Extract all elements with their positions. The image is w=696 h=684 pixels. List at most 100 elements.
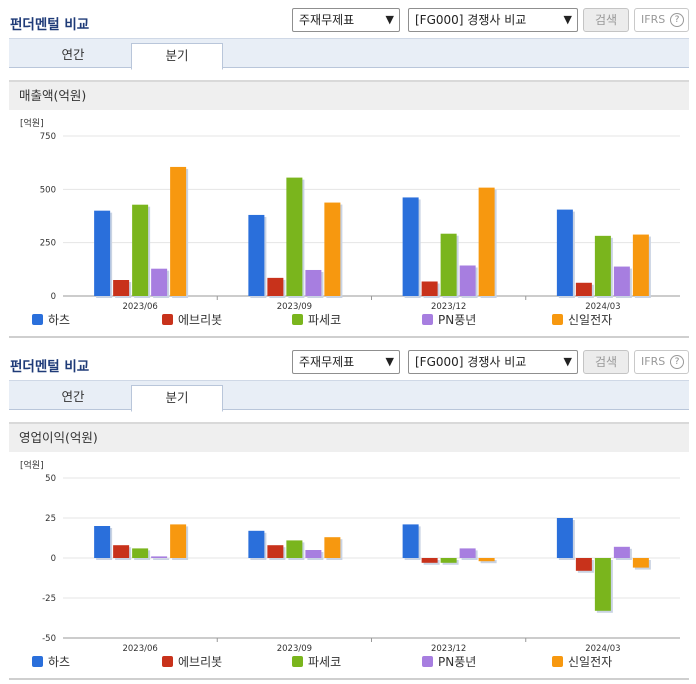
ifrs-button[interactable]: IFRS ? xyxy=(634,350,689,374)
bar-0 xyxy=(248,530,265,558)
bar-0 xyxy=(94,526,111,558)
metric-title: 매출액(억원) xyxy=(9,80,689,110)
legend-swatch xyxy=(32,314,43,325)
compare-group-select[interactable]: [FG000] 경쟁사 비교 ▼ xyxy=(408,350,578,374)
x-tick-label: 2023/12 xyxy=(431,302,466,310)
section-title: 펀더멘털 비교 xyxy=(10,17,90,33)
x-tick-label: 2023/09 xyxy=(277,644,312,652)
bar-4 xyxy=(632,234,649,296)
legend-swatch xyxy=(162,656,173,667)
y-tick-label: 750 xyxy=(40,132,56,142)
y-tick-label: 25 xyxy=(45,514,56,524)
bar-3 xyxy=(305,269,322,296)
legend-swatch xyxy=(162,314,173,325)
chevron-down-icon: ▼ xyxy=(563,13,572,26)
x-tick-label: 2023/06 xyxy=(122,302,157,310)
search-button[interactable]: 검색 xyxy=(583,8,629,32)
chevron-down-icon: ▼ xyxy=(563,355,572,368)
bar-1 xyxy=(575,282,592,296)
y-tick-label: 0 xyxy=(51,292,56,302)
bar-3 xyxy=(151,268,168,296)
y-axis-unit-label: [억원] xyxy=(20,117,44,129)
y-tick-label: -50 xyxy=(42,634,56,644)
statement-type-value: 주재무제표 xyxy=(299,355,355,369)
bar-1 xyxy=(575,558,592,571)
legend-label: 신일전자 xyxy=(568,313,613,327)
bar-1 xyxy=(113,545,130,558)
legend-swatch xyxy=(292,314,303,325)
bar-shadow xyxy=(480,560,497,564)
bar-1 xyxy=(113,280,130,296)
ifrs-label: IFRS xyxy=(641,13,666,26)
section-title: 펀더멘털 비교 xyxy=(10,359,90,375)
section-divider xyxy=(9,336,689,338)
bar-2 xyxy=(594,235,611,296)
bar-2 xyxy=(132,204,149,296)
question-circle-icon[interactable]: ? xyxy=(670,13,684,27)
ifrs-label: IFRS xyxy=(641,355,666,368)
operating-profit-bar-chart: [억원] -50 -25 0 25 50 2023/06 2023/09 2023/12 2024… xyxy=(20,459,680,652)
bar-shadow xyxy=(153,558,170,560)
search-button[interactable]: 검색 xyxy=(583,350,629,374)
x-tick-label: 2023/06 xyxy=(122,644,157,652)
legend-label: PN풍년 xyxy=(438,655,477,669)
question-circle-icon[interactable]: ? xyxy=(670,355,684,369)
legend-label: PN풍년 xyxy=(438,313,477,327)
x-tick-label: 2024/03 xyxy=(585,302,620,310)
legend-swatch xyxy=(552,314,563,325)
tab-annual[interactable]: 연간 xyxy=(61,389,85,404)
ifrs-button[interactable]: IFRS ? xyxy=(634,8,689,32)
bar-4 xyxy=(324,202,341,296)
compare-group-select[interactable]: [FG000] 경쟁사 비교 ▼ xyxy=(408,8,578,32)
legend-label: 에브리봇 xyxy=(178,313,223,327)
x-tick-label: 2024/03 xyxy=(585,644,620,652)
legend-label: 하츠 xyxy=(48,313,71,327)
bar-2 xyxy=(286,177,303,296)
statement-type-select[interactable]: 주재무제표 ▼ xyxy=(292,8,400,32)
compare-group-value: [FG000] 경쟁사 비교 xyxy=(415,355,527,369)
chevron-down-icon: ▼ xyxy=(385,355,394,368)
legend-label: 파세코 xyxy=(308,313,342,327)
bar-3 xyxy=(459,265,476,296)
period-tabs: 연간 분기 xyxy=(9,38,689,70)
bar-2 xyxy=(440,558,457,563)
chevron-down-icon: ▼ xyxy=(385,13,394,26)
bar-3 xyxy=(613,546,630,558)
legend-label: 하츠 xyxy=(48,655,71,669)
fundamental-section-revenue: 펀더멘털 비교 주재무제표 ▼ [FG000] 경쟁사 비교 ▼ 검색 IFRS… xyxy=(9,8,689,338)
compare-group-value: [FG000] 경쟁사 비교 xyxy=(415,13,527,27)
legend-swatch xyxy=(292,656,303,667)
legend-swatch xyxy=(422,314,433,325)
y-tick-label: 500 xyxy=(40,185,56,195)
tab-quarter[interactable]: 분기 xyxy=(131,43,223,70)
statement-type-value: 주재무제표 xyxy=(299,13,355,27)
bar-4 xyxy=(478,558,495,562)
bar-1 xyxy=(421,558,438,563)
bar-4 xyxy=(170,524,187,558)
bar-3 xyxy=(151,556,168,558)
bar-2 xyxy=(286,540,303,558)
tab-quarter[interactable]: 분기 xyxy=(131,385,223,412)
bar-0 xyxy=(94,210,111,296)
y-axis-unit-label: [억원] xyxy=(20,459,44,471)
statement-type-select[interactable]: 주재무제표 ▼ xyxy=(292,350,400,374)
bar-4 xyxy=(478,187,495,296)
legend-label: 파세코 xyxy=(308,655,342,669)
period-tabs: 연간 분기 xyxy=(9,380,689,412)
bar-4 xyxy=(632,558,649,568)
bar-0 xyxy=(402,197,419,296)
bar-1 xyxy=(267,545,284,558)
legend-swatch xyxy=(552,656,563,667)
x-tick-label: 2023/12 xyxy=(431,644,466,652)
bar-2 xyxy=(440,233,457,296)
bar-3 xyxy=(613,266,630,296)
bar-1 xyxy=(267,277,284,296)
y-tick-label: 50 xyxy=(45,474,56,484)
bar-0 xyxy=(402,524,419,558)
bar-2 xyxy=(594,558,611,611)
bar-0 xyxy=(556,518,573,558)
x-tick-label: 2023/09 xyxy=(277,302,312,310)
revenue-bar-chart: [억원] 0 250 500 750 2023/06 2023/09 2023/12 2024/… xyxy=(20,117,680,310)
y-tick-label: -25 xyxy=(42,594,56,604)
tab-annual[interactable]: 연간 xyxy=(61,47,85,62)
